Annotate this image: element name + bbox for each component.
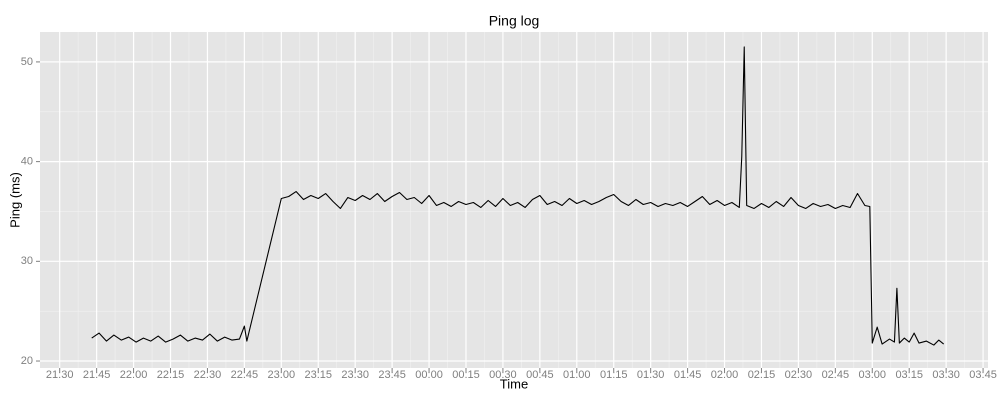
x-tick-label: 22:15 — [157, 369, 185, 381]
x-tick-label: 03:00 — [859, 369, 887, 381]
x-tick-label: 22:45 — [231, 369, 259, 381]
x-tick-label: 02:00 — [711, 369, 739, 381]
x-tick-label: 03:15 — [895, 369, 923, 381]
x-tick-label: 22:30 — [194, 369, 222, 381]
y-tick-label: 50 — [21, 56, 33, 68]
y-tick-label: 40 — [21, 156, 33, 168]
x-tick-label: 02:30 — [785, 369, 813, 381]
x-tick-label: 00:45 — [526, 369, 554, 381]
y-tick-label: 30 — [21, 255, 33, 267]
x-tick-label: 00:30 — [489, 369, 517, 381]
x-tick-label: 22:00 — [120, 369, 148, 381]
x-tick-label: 21:30 — [46, 369, 74, 381]
x-tick-label: 23:15 — [304, 369, 332, 381]
x-tick-label: 00:00 — [415, 369, 443, 381]
x-tick-label: 01:00 — [563, 369, 591, 381]
line-series — [91, 46, 945, 346]
x-tick-label: 23:45 — [378, 369, 406, 381]
x-tick-label: 03:30 — [932, 369, 960, 381]
panel — [40, 32, 988, 368]
y-tick-label: 20 — [21, 355, 33, 367]
x-tick-label: 21:45 — [83, 369, 111, 381]
x-tick-label: 01:15 — [600, 369, 628, 381]
x-tick-label: 03:45 — [969, 369, 997, 381]
y-axis-title: Ping (ms) — [7, 172, 22, 228]
x-axis-title: Time — [500, 376, 528, 391]
x-tick-label: 00:15 — [452, 369, 480, 381]
x-tick-label: 23:30 — [341, 369, 369, 381]
x-tick-label: 23:00 — [268, 369, 296, 381]
x-tick-label: 01:45 — [674, 369, 702, 381]
chart-title: Ping log — [489, 13, 540, 29]
x-tick-label: 01:30 — [637, 369, 665, 381]
x-tick-label: 02:15 — [748, 369, 776, 381]
x-tick-label: 02:45 — [822, 369, 850, 381]
